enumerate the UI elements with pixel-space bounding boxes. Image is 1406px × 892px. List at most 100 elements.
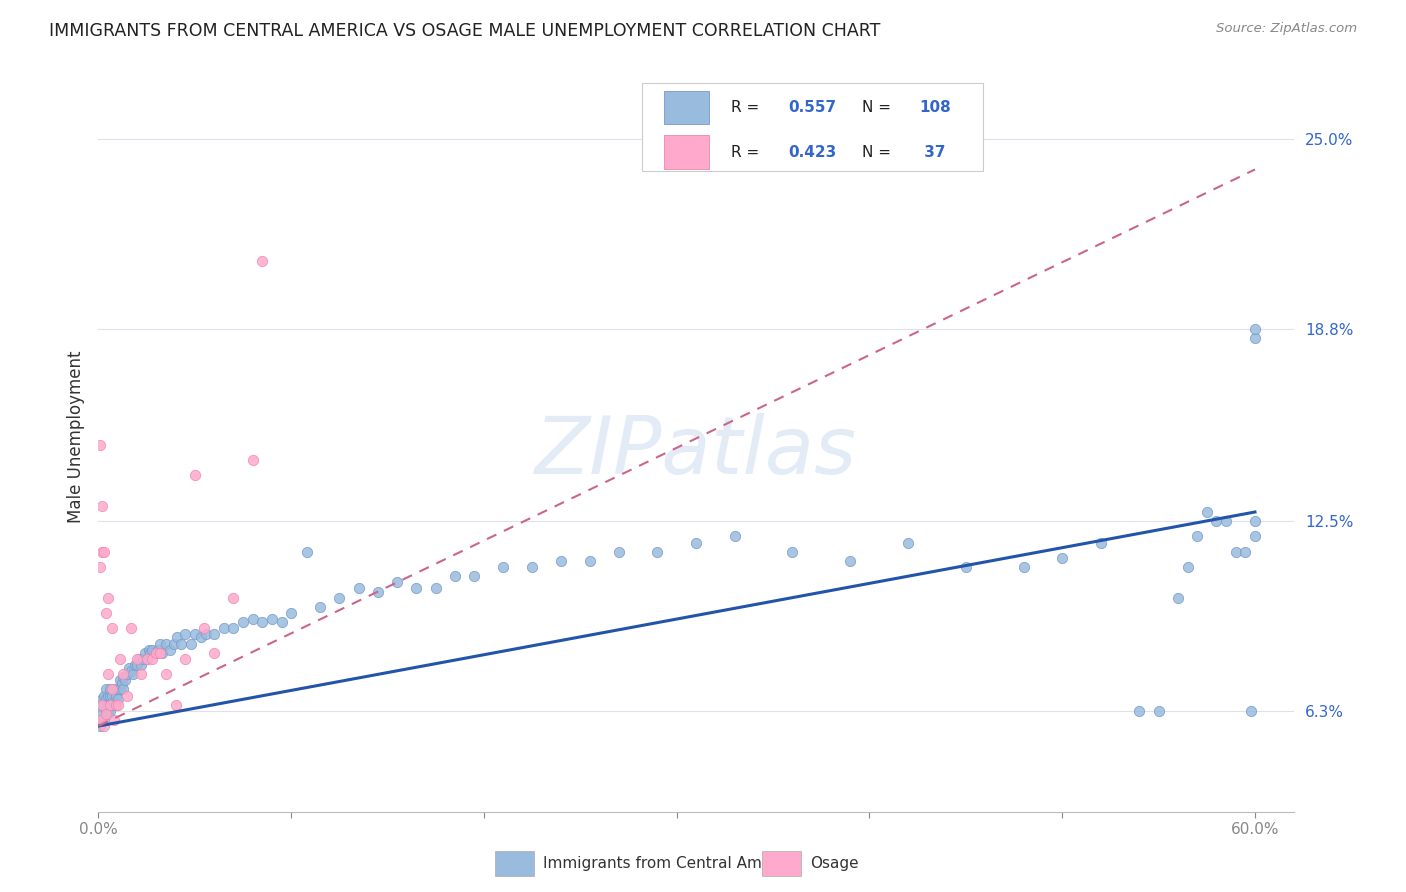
Point [135,652,157,666]
Point [125,652,148,666]
Point [184,468,207,483]
Point [897,535,920,549]
Point [839,554,862,568]
Text: 0.557: 0.557 [787,100,837,115]
Point [155,667,177,681]
Point [101,698,124,712]
Point [1090,535,1112,549]
Point [155,636,177,650]
Point [1177,560,1199,574]
Point [444,569,467,583]
Point [184,627,207,641]
Point [1147,704,1170,718]
Point [104,698,127,712]
Point [104,698,127,712]
Point [112,682,135,697]
Point [252,615,274,629]
Point [166,631,188,645]
Point [1012,560,1035,574]
Point [212,621,235,635]
Point [139,646,162,660]
Point [125,657,148,672]
Point [89,719,111,733]
Point [309,599,332,614]
Point [120,664,142,678]
Point [1244,529,1267,543]
Point [97,591,120,605]
Point [1128,704,1150,718]
Point [1240,704,1263,718]
Point [405,582,427,596]
Point [101,682,124,697]
Point [280,606,302,620]
Text: R =: R = [731,145,763,160]
Text: 37: 37 [920,145,946,160]
Point [242,612,264,626]
Text: IMMIGRANTS FROM CENTRAL AMERICA VS OSAGE MALE UNEMPLOYMENT CORRELATION CHART: IMMIGRANTS FROM CENTRAL AMERICA VS OSAGE… [49,22,880,40]
Point [141,652,163,666]
Text: 108: 108 [920,100,952,115]
Point [94,682,117,697]
Text: ZIPatlas: ZIPatlas [534,413,858,491]
Point [148,642,170,657]
Text: Osage: Osage [810,856,859,871]
Point [98,704,121,718]
Point [107,698,129,712]
Point [89,713,111,727]
Point [222,591,245,605]
Point [170,636,193,650]
Point [492,560,515,574]
Point [782,545,804,559]
Point [174,652,197,666]
Point [91,713,114,727]
Point [607,545,630,559]
Point [110,676,132,690]
Point [260,612,283,626]
Point [1244,331,1267,345]
Point [190,631,212,645]
Point [1225,545,1247,559]
Point [93,713,115,727]
Point [94,606,117,620]
Point [93,719,115,733]
Point [112,667,135,681]
Text: Source: ZipAtlas.com: Source: ZipAtlas.com [1216,22,1357,36]
Point [145,646,167,660]
Point [94,691,117,706]
Point [103,713,125,727]
FancyBboxPatch shape [643,83,983,171]
Point [1205,514,1227,528]
Point [117,689,139,703]
Point [101,621,124,635]
Point [107,682,129,697]
Point [91,545,114,559]
Point [89,698,111,712]
Point [165,698,187,712]
Point [94,706,117,721]
Point [195,627,218,641]
Point [93,689,115,703]
Point [104,689,127,703]
Point [138,642,160,657]
Point [180,636,202,650]
Point [149,636,172,650]
Point [132,652,155,666]
Point [103,682,125,697]
Y-axis label: Male Unemployment: Male Unemployment [66,351,84,524]
Point [685,535,707,549]
Point [232,615,254,629]
Point [93,545,115,559]
Point [550,554,572,568]
Point [174,627,197,641]
Point [520,560,543,574]
Point [93,698,115,712]
Text: 0.423: 0.423 [787,145,837,160]
Text: R =: R = [731,100,763,115]
Point [89,560,111,574]
Point [270,615,292,629]
Point [1234,545,1257,559]
Point [120,621,142,635]
Point [347,582,370,596]
Point [122,667,145,681]
Point [108,682,131,697]
